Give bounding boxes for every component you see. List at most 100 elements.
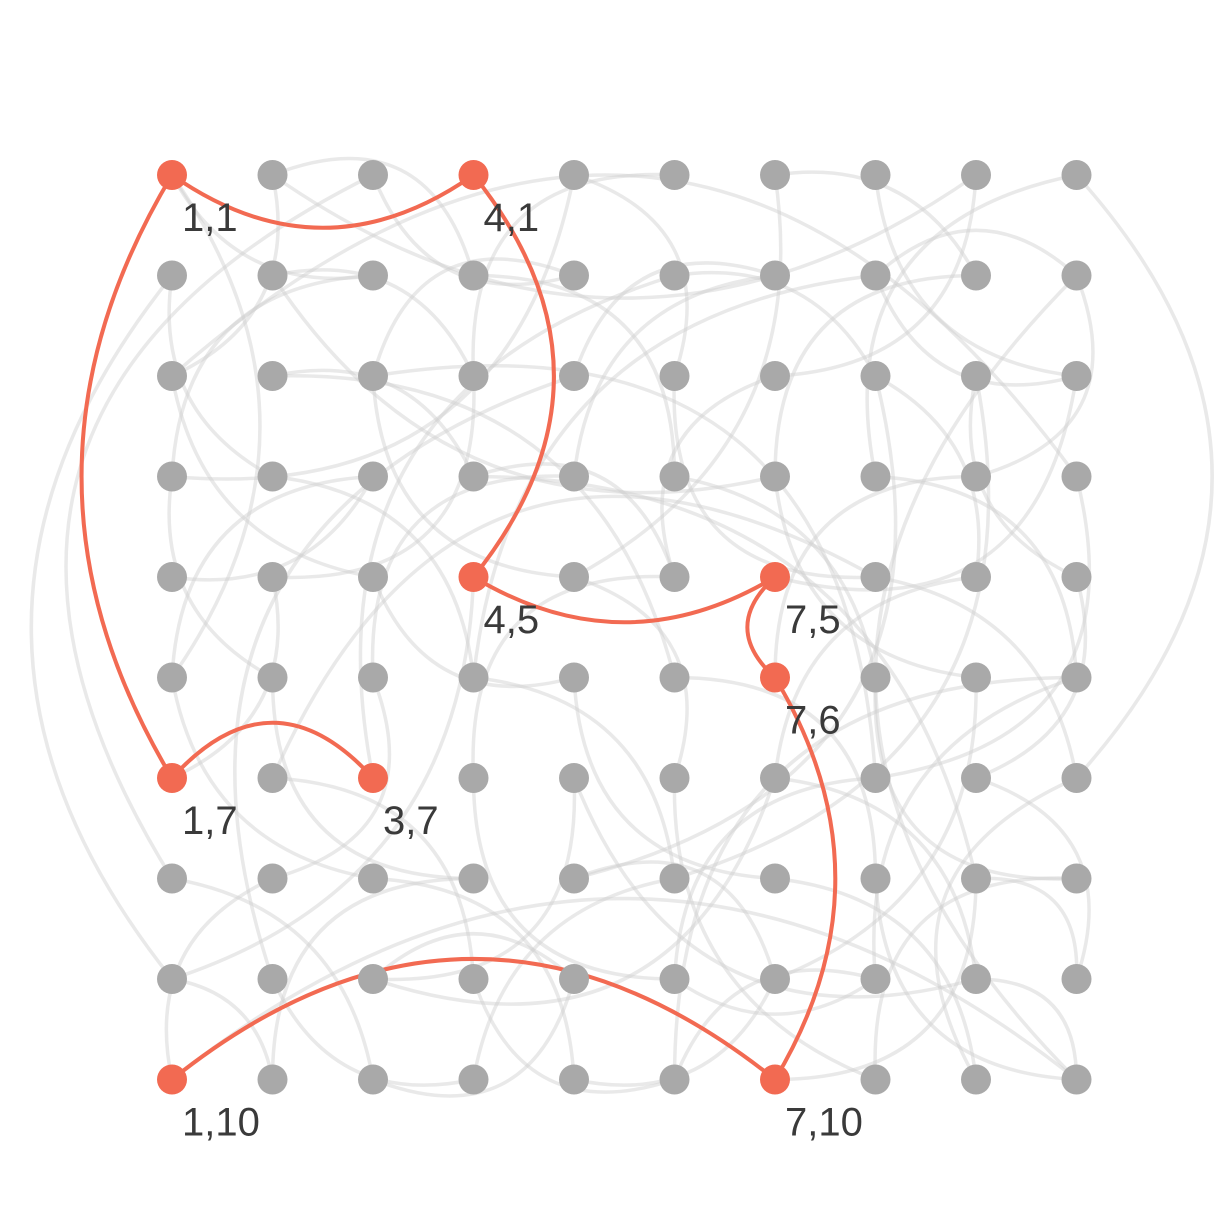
node-6-3 xyxy=(659,361,690,391)
background-edge xyxy=(672,777,877,1082)
node-10-2 xyxy=(1061,260,1092,291)
highlighted-node-7-6 xyxy=(760,662,790,693)
background-edge xyxy=(171,876,375,1080)
node-1-4 xyxy=(157,461,187,492)
background-edge xyxy=(29,274,174,981)
background-edge xyxy=(672,776,876,980)
background-edge xyxy=(673,977,877,1016)
node-6-6 xyxy=(659,662,690,693)
node-9-9 xyxy=(961,964,991,994)
background-edge xyxy=(170,897,1078,1081)
node-7-2 xyxy=(760,260,790,291)
node-4-3 xyxy=(458,361,489,391)
background-edge xyxy=(473,675,677,879)
highlighted-edge-4-1-to-4-5 xyxy=(471,173,556,579)
background-edge xyxy=(774,878,978,1082)
node-10-5 xyxy=(1061,562,1092,592)
background-edge xyxy=(171,977,275,1080)
node-8-3 xyxy=(860,361,891,391)
node-9-10 xyxy=(961,1064,991,1095)
highlighted-edge-4-5-to-7-5 xyxy=(471,575,777,625)
node-2-4 xyxy=(257,461,288,492)
node-2-6 xyxy=(257,662,288,693)
background-edge xyxy=(233,374,575,980)
background-edges xyxy=(29,156,1214,1098)
background-edge xyxy=(573,978,777,1087)
background-edge xyxy=(372,777,777,1006)
background-edge xyxy=(171,576,476,981)
node-8-1 xyxy=(860,160,891,190)
node-6-4 xyxy=(659,461,690,492)
node-2-2 xyxy=(257,260,288,291)
background-edge xyxy=(372,978,576,1098)
background-edge xyxy=(573,575,689,779)
background-edge xyxy=(270,876,474,1080)
background-edge xyxy=(170,173,1078,478)
node-3-5 xyxy=(358,562,388,592)
highlighted-edge-7-5-to-7-6 xyxy=(745,575,777,680)
background-edge xyxy=(873,274,1077,387)
background-edge xyxy=(773,474,977,678)
node-9-1 xyxy=(961,160,991,190)
node-1-2 xyxy=(157,260,187,291)
background-edge xyxy=(272,474,476,678)
background-edge xyxy=(272,268,476,377)
background-edge xyxy=(171,576,280,780)
background-edge xyxy=(272,373,677,678)
background-edge xyxy=(672,375,876,580)
node-5-7 xyxy=(559,763,589,793)
background-edge xyxy=(371,932,576,981)
background-edge xyxy=(471,978,676,1094)
background-edge xyxy=(1075,173,1214,780)
background-edge xyxy=(674,474,878,678)
node-1-9 xyxy=(157,964,187,994)
node-3-9 xyxy=(358,964,388,994)
node-4-9 xyxy=(458,964,489,994)
background-edge xyxy=(370,474,575,678)
background-edge xyxy=(674,270,878,377)
highlighted-node-1-10 xyxy=(157,1064,187,1095)
background-edge xyxy=(272,776,476,980)
node-9-8 xyxy=(961,863,991,894)
background-edge xyxy=(272,368,476,478)
node-label-7-6: 7,6 xyxy=(785,699,841,743)
background-edge xyxy=(573,174,783,579)
background-edge xyxy=(672,968,876,1081)
background-edge xyxy=(271,274,776,495)
background-edge xyxy=(171,475,375,582)
background-edge xyxy=(372,777,577,982)
node-2-7 xyxy=(257,763,288,793)
background-edge xyxy=(968,375,1078,579)
node-6-1 xyxy=(659,160,690,190)
background-edge xyxy=(872,675,1078,980)
node-6-8 xyxy=(659,863,690,894)
background-edge xyxy=(865,173,1077,477)
background-edge xyxy=(167,275,274,479)
background-edge xyxy=(372,363,878,779)
node-1-3 xyxy=(157,361,187,391)
node-1-6 xyxy=(157,662,187,693)
background-edge xyxy=(270,677,474,881)
node-10-8 xyxy=(1061,863,1092,894)
node-2-5 xyxy=(257,562,288,592)
background-edge xyxy=(975,876,1079,980)
node-2-8 xyxy=(257,863,288,894)
node-10-10 xyxy=(1061,1064,1092,1095)
background-edge xyxy=(975,576,1088,780)
node-5-4 xyxy=(559,461,589,492)
node-5-5 xyxy=(559,562,589,592)
node-4-8 xyxy=(458,863,489,894)
background-edge xyxy=(774,876,978,1080)
highlighted-edge-1-7-to-1-1 xyxy=(79,173,174,780)
background-edge xyxy=(271,173,978,300)
background-edge xyxy=(471,273,876,678)
node-4-10 xyxy=(458,1064,489,1095)
node-label-7-10: 7,10 xyxy=(785,1101,863,1145)
background-edge xyxy=(170,375,374,579)
node-4-4 xyxy=(458,461,489,492)
node-6-7 xyxy=(659,763,690,793)
node-1-5 xyxy=(157,562,187,592)
node-5-6 xyxy=(559,662,589,693)
node-10-3 xyxy=(1061,361,1092,391)
node-4-7 xyxy=(458,763,489,793)
